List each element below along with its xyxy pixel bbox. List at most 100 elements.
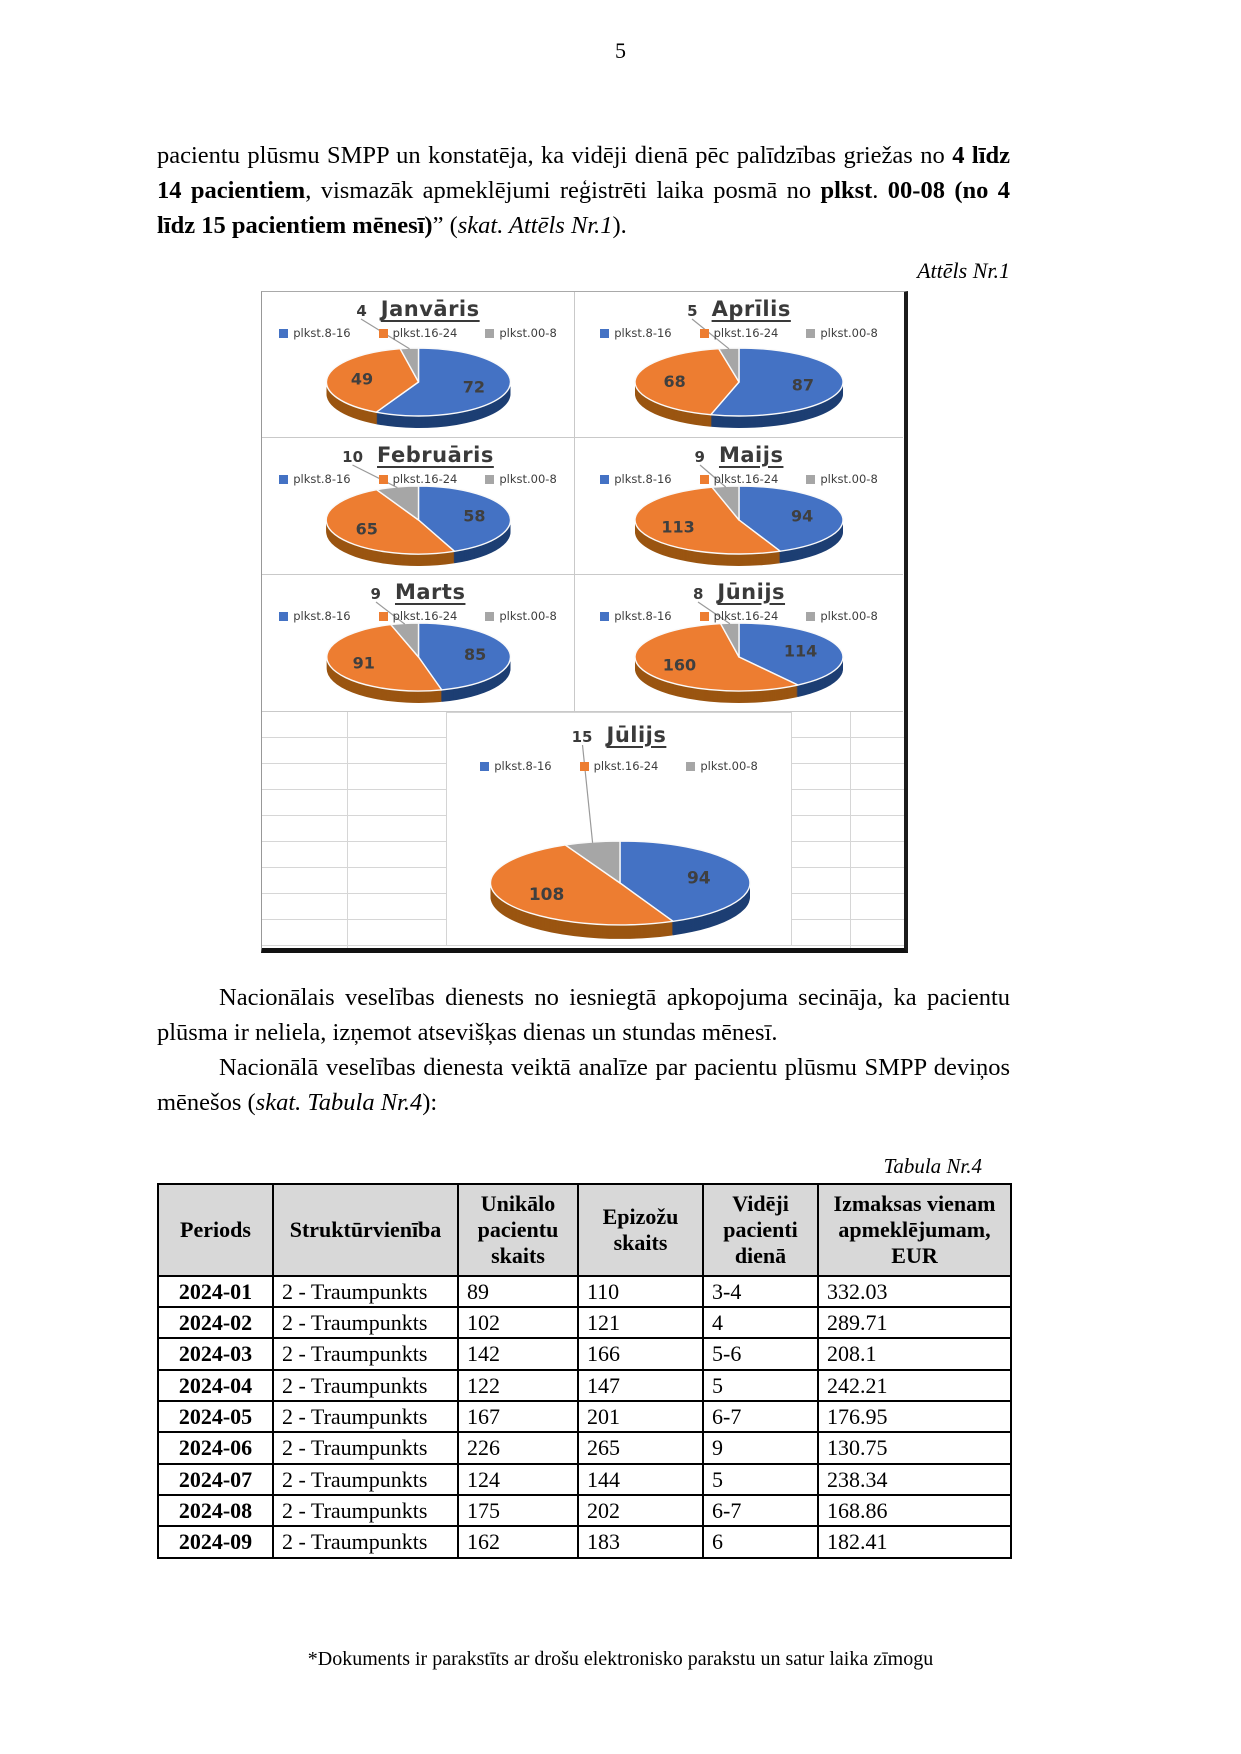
- legend-item: plkst.8-16: [480, 759, 552, 773]
- pie-chart-svg: 85 91: [326, 601, 512, 703]
- chart-callout-value: 8: [692, 585, 704, 603]
- table-cell: 2 - Traumpunkts: [272, 1274, 459, 1309]
- legend-label: plkst.00-8: [820, 609, 878, 623]
- table-cell: 121: [577, 1306, 704, 1340]
- table-cell: 183: [577, 1525, 704, 1559]
- table-cell: 162: [457, 1525, 579, 1559]
- table-cell: 2024-02: [157, 1306, 274, 1340]
- legend-marker-icon: [600, 474, 610, 484]
- callout-leader-line: [691, 318, 730, 350]
- paragraph-intro: pacientu plūsmu SMPP un konstatēja, ka v…: [157, 138, 1010, 243]
- text-segment: skat. Attēls Nr.1: [457, 212, 613, 239]
- legend-label: plkst.8-16: [293, 326, 351, 340]
- legend-label: plkst.16-24: [713, 472, 779, 486]
- table-cell: 2024-01: [157, 1274, 274, 1309]
- figure-label: Attēls Nr.1: [917, 258, 1010, 283]
- table-row: 2024-08 2 - Traumpunkts 175 202 6-7 168.86: [157, 1493, 1012, 1528]
- chart-legend: plkst.8-16 plkst.16-24 plkst.00-8: [575, 472, 903, 486]
- page-number: 5: [615, 38, 626, 63]
- legend-marker-icon: [485, 474, 495, 484]
- legend-item: plkst.8-16: [600, 326, 672, 340]
- table-header-row: Periods Struktūrvienība Unikālo pacientu s…: [157, 1183, 1012, 1277]
- chart-callout-value: 5: [687, 302, 698, 320]
- pie-value-label: 114: [784, 641, 817, 660]
- table-cell: 89: [457, 1274, 579, 1309]
- legend-item: plkst.00-8: [485, 609, 557, 623]
- legend-marker-icon: [806, 611, 816, 621]
- legend-item: plkst.16-24: [699, 609, 778, 623]
- table-cell: 4: [702, 1306, 819, 1340]
- text-segment: 00-08 (no 4 līdz 15 pacientiem mēnesī): [157, 177, 1010, 239]
- legend-item: plkst.16-24: [378, 326, 457, 340]
- pie-value-label: 160: [663, 656, 696, 675]
- chart-title: Maijs: [718, 443, 784, 467]
- legend-item: plkst.16-24: [579, 759, 659, 773]
- chart-callout-value: 9: [370, 585, 381, 603]
- paragraph-conclusion: Nacionālais veselības dienests no iesnie…: [157, 984, 1010, 1046]
- legend-marker-icon: [699, 611, 709, 621]
- legend-label: plkst.8-16: [293, 472, 351, 486]
- chart-title: Marts: [394, 580, 466, 604]
- legend-marker-icon: [279, 474, 289, 484]
- text-segment: ” (: [432, 212, 458, 239]
- legend-item: plkst.8-16: [600, 609, 672, 623]
- legend-marker-icon: [579, 761, 589, 771]
- table-cell: 2024-06: [157, 1431, 274, 1465]
- legend-item: plkst.00-8: [806, 472, 878, 486]
- table-cell: 168.86: [817, 1493, 1012, 1528]
- legend-item: plkst.00-8: [686, 759, 758, 773]
- table-cell: 6-7: [702, 1400, 819, 1434]
- table-cell: 142: [457, 1337, 579, 1371]
- spreadsheet-grid-right: [792, 712, 904, 948]
- callout-leader-line: [581, 744, 594, 843]
- pie-value-label: 58: [463, 506, 485, 525]
- text-segment: skat. Tabula Nr.4: [255, 1089, 423, 1116]
- legend-label: plkst.00-8: [820, 326, 878, 340]
- pie-chart-panel: 94 113 9 Maijs plkst.8-16 plkst.16-24 plkst.00…: [575, 438, 903, 575]
- pie-chart-panel: 58 65 10 Februāris plkst.8-16 plkst.16-24 plks…: [262, 438, 575, 575]
- table-cell: 102: [457, 1306, 579, 1340]
- table-cell: 238.34: [817, 1462, 1012, 1496]
- legend-label: plkst.8-16: [614, 609, 672, 623]
- table-cell: 289.71: [817, 1306, 1012, 1340]
- pie-value-label: 91: [353, 653, 375, 672]
- legend-label: plkst.00-8: [499, 609, 557, 623]
- pie-chart-svg: 94 113: [634, 464, 844, 567]
- chart-title-row: 9 Maijs: [575, 443, 903, 467]
- spreadsheet-grid-left: [262, 712, 446, 948]
- text-segment: .: [872, 177, 888, 204]
- text-segment: ).: [612, 212, 627, 239]
- chart-title-row: 9 Marts: [262, 580, 574, 604]
- table-cell: 6: [702, 1525, 819, 1559]
- table-cell: 5: [702, 1368, 819, 1403]
- text-segment: 4 līdz 14 pacientiem: [157, 142, 1010, 204]
- legend-label: plkst.16-24: [593, 759, 659, 773]
- legend-label: plkst.00-8: [499, 472, 557, 486]
- legend-marker-icon: [485, 611, 495, 621]
- pie-chart-panel: 87 68 5 Aprīlis plkst.8-16 plkst.16-24 plkst.0…: [575, 292, 903, 438]
- content-area: pacientu plūsmu SMPP un konstatēja, ka v…: [157, 138, 1012, 1559]
- legend-marker-icon: [279, 611, 289, 621]
- table-cell: 144: [577, 1462, 704, 1496]
- pie-chart-svg: 72 49: [325, 318, 512, 428]
- chart-title: Aprīlis: [711, 297, 791, 321]
- table-row: 2024-06 2 - Traumpunkts 226 265 9 130.75: [157, 1431, 1012, 1465]
- table-cell: 226: [457, 1431, 579, 1465]
- legend-marker-icon: [600, 328, 610, 338]
- legend-item: plkst.00-8: [485, 472, 557, 486]
- legend-item: plkst.16-24: [699, 326, 778, 340]
- pie-value-label: 94: [791, 506, 813, 525]
- legend-marker-icon: [699, 474, 709, 484]
- table-cell: 5-6: [702, 1337, 819, 1371]
- table-row: 2024-04 2 - Traumpunkts 122 147 5 242.21: [157, 1368, 1012, 1403]
- table-cell: 242.21: [817, 1368, 1012, 1403]
- pie-value-label: 65: [356, 520, 378, 539]
- table-cell: 122: [457, 1368, 579, 1403]
- legend-label: plkst.00-8: [700, 759, 758, 773]
- table-cell: 2 - Traumpunkts: [272, 1368, 459, 1403]
- table-cell: 2 - Traumpunkts: [272, 1306, 459, 1340]
- table-cell: 2024-03: [157, 1337, 274, 1371]
- pie-value-label: 94: [687, 869, 711, 889]
- table-row: 2024-02 2 - Traumpunkts 102 121 4 289.71: [157, 1306, 1012, 1340]
- chart-legend: plkst.8-16 plkst.16-24 plkst.00-8: [262, 326, 574, 340]
